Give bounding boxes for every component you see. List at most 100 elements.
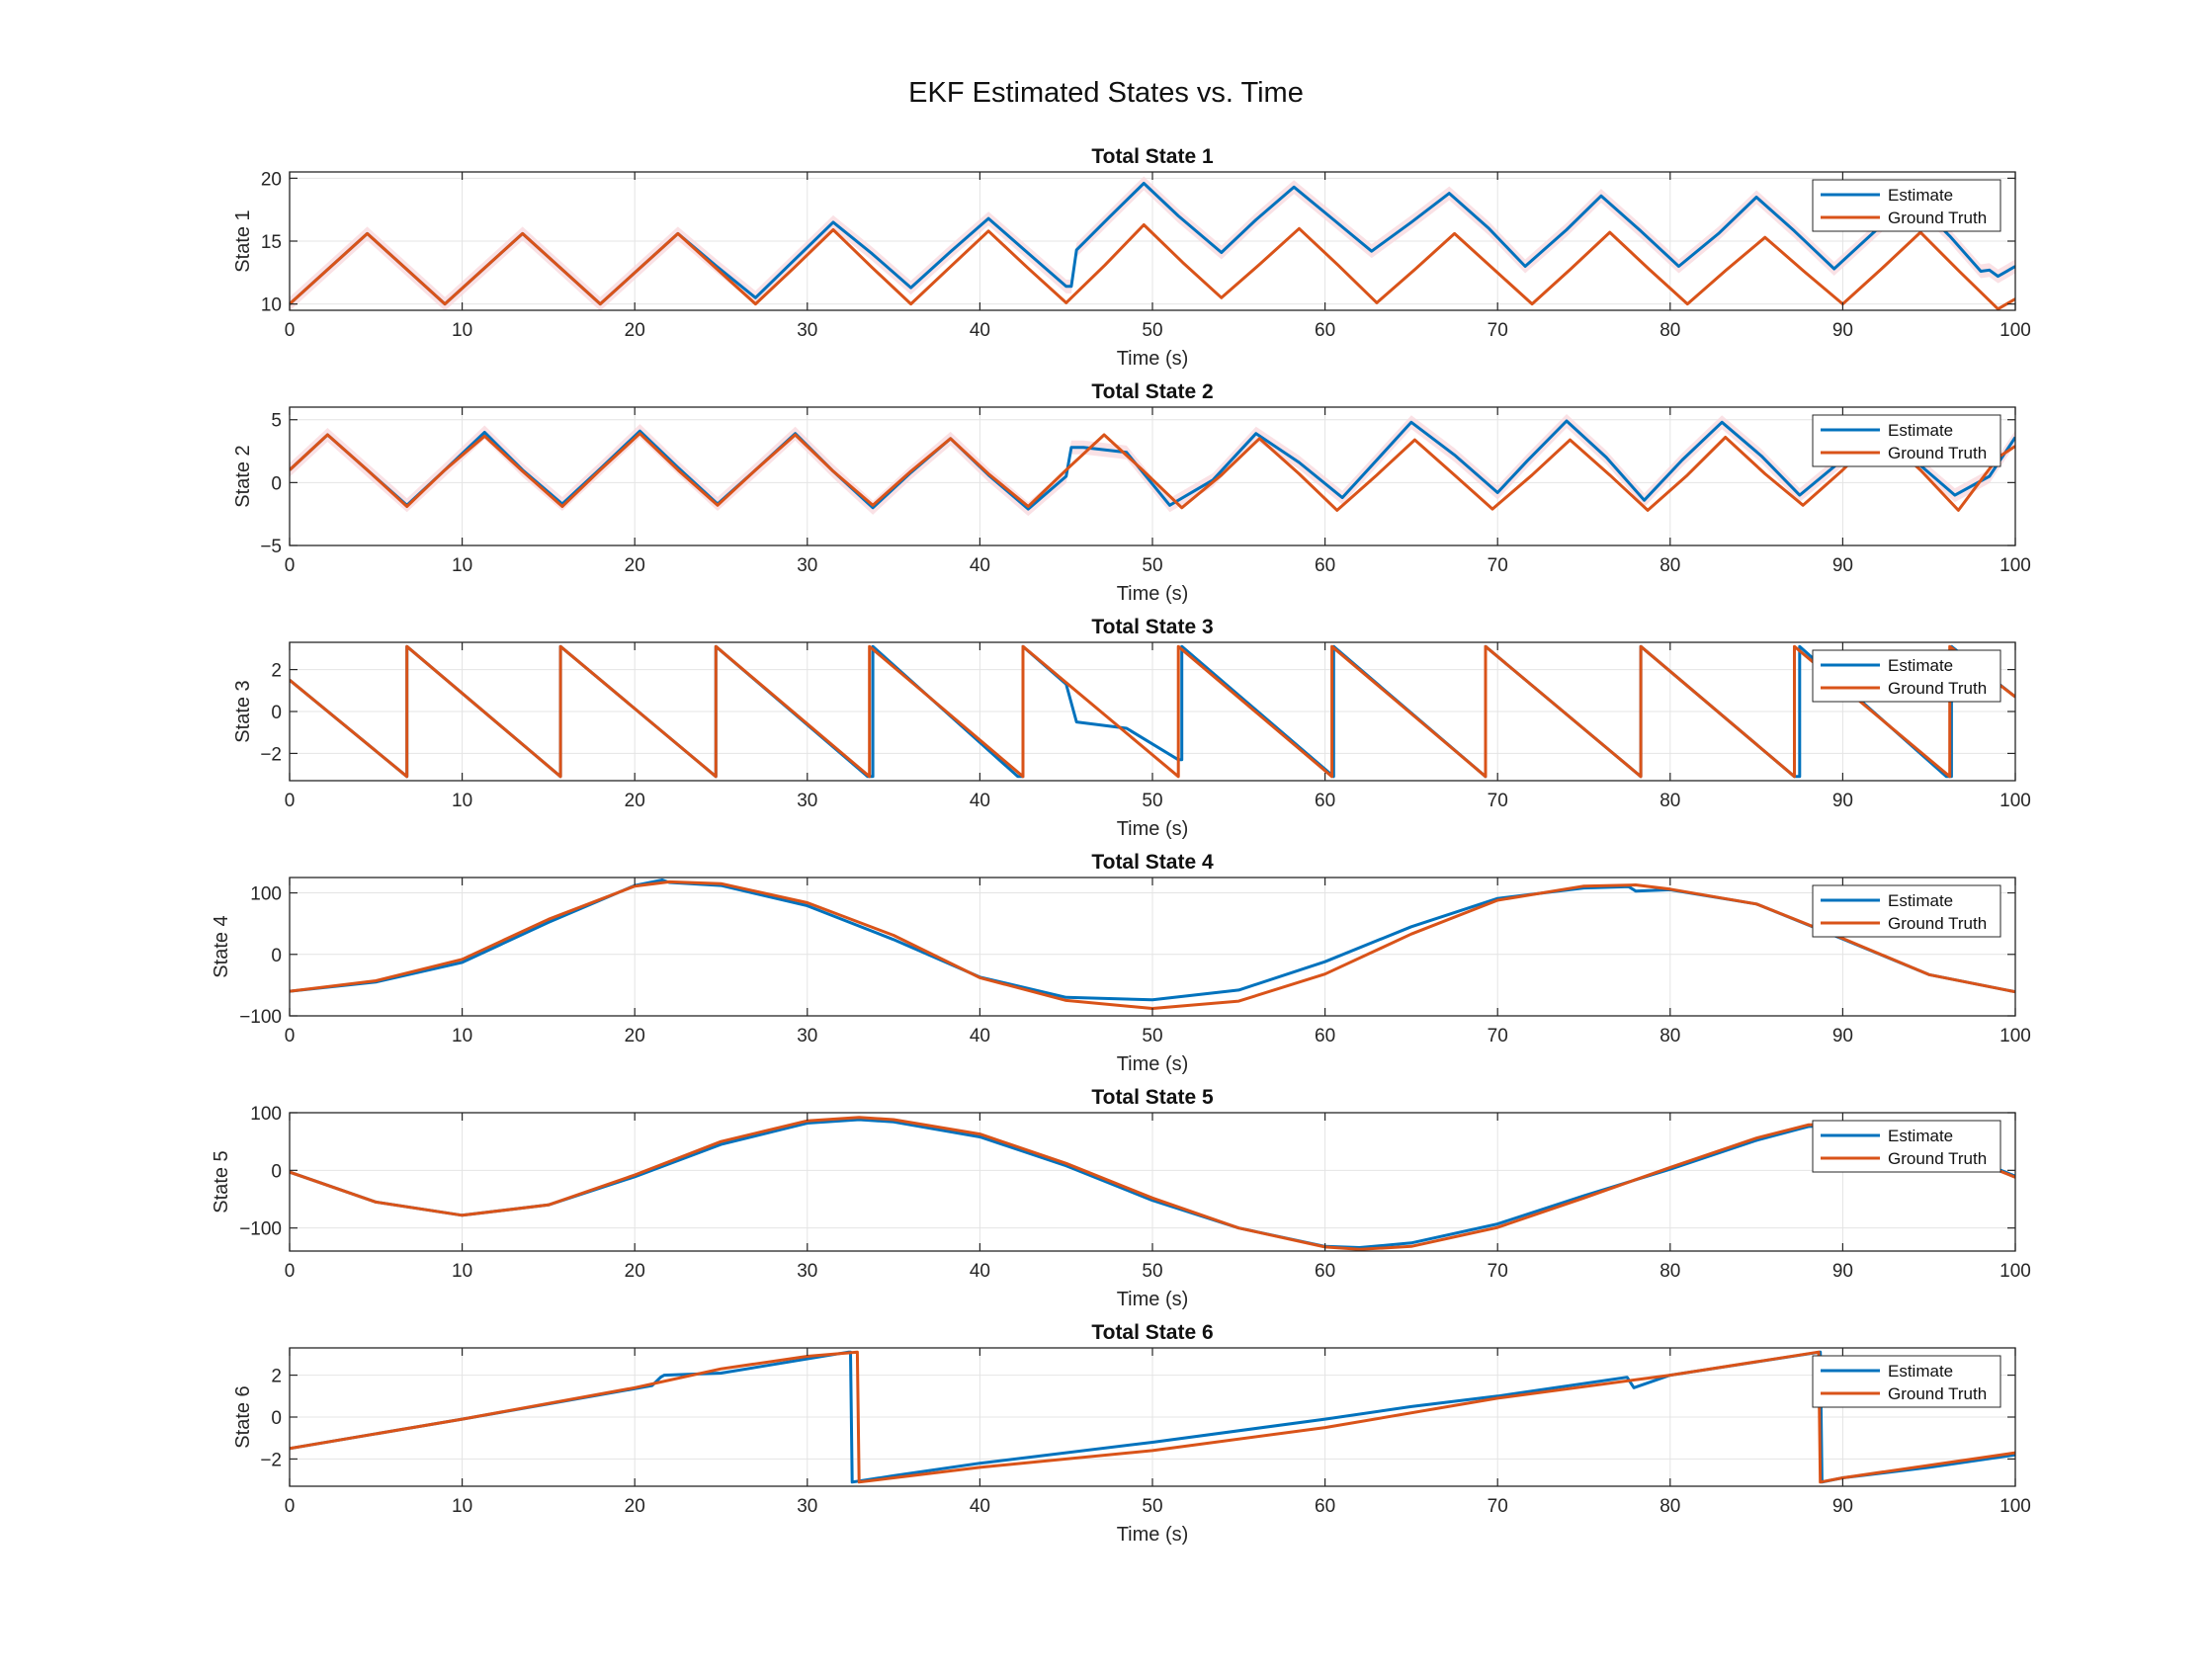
x-tick-label: 80 (1659, 1026, 1680, 1046)
x-tick-label: 40 (970, 1026, 990, 1046)
x-tick-label: 70 (1488, 1496, 1508, 1517)
x-tick-label: 90 (1832, 555, 1853, 576)
x-tick-label: 10 (452, 555, 472, 576)
x-axis-label: Time (s) (1117, 583, 1189, 605)
x-tick-label: 90 (1832, 1496, 1853, 1517)
x-tick-label: 60 (1315, 1496, 1335, 1517)
x-tick-label: 90 (1832, 320, 1853, 341)
legend-box (1812, 414, 2001, 467)
x-tick-label: 80 (1659, 555, 1680, 576)
x-axis-label: Time (s) (1117, 1524, 1189, 1546)
x-tick-label: 0 (285, 1496, 296, 1517)
x-tick-label: 70 (1488, 791, 1508, 811)
x-tick-label: 70 (1488, 320, 1508, 341)
x-tick-label: 20 (625, 1026, 645, 1046)
subplot-3: 0 10 20 30 40 50 60 70 80 90 100 −2 0 2 Total State 3 T… (232, 616, 2031, 840)
x-axis-label: Time (s) (1117, 1053, 1189, 1075)
x-tick-label: 60 (1315, 555, 1335, 576)
ground-truth-line (290, 432, 2015, 512)
estimate-confidence-band (290, 176, 2015, 310)
x-tick-label: 30 (797, 555, 817, 576)
ground-truth-line (290, 1350, 2015, 1484)
legend-entry: Estimate (1888, 1362, 1953, 1381)
subplot-6: 0 10 20 30 40 50 60 70 80 90 100 −2 0 2 Total State 6 T… (232, 1321, 2031, 1546)
x-tick-label: 50 (1142, 1261, 1162, 1282)
x-tick-label: 30 (797, 1496, 817, 1517)
x-tick-label: 50 (1142, 1496, 1162, 1517)
legend: Estimate Ground Truth (1812, 1355, 2001, 1408)
x-tick-label: 30 (797, 320, 817, 341)
legend-entry: Ground Truth (1888, 1149, 1987, 1168)
x-tick-label: 20 (625, 1261, 645, 1282)
x-axis-label: Time (s) (1117, 348, 1189, 370)
ground-truth-line (290, 644, 2015, 779)
x-tick-label: 100 (1999, 1261, 2031, 1282)
x-tick-label: 20 (625, 320, 645, 341)
legend-entry: Estimate (1888, 656, 1953, 675)
x-tick-label: 100 (1999, 1496, 2031, 1517)
y-tick-label: −2 (260, 1450, 282, 1470)
x-axis-label: Time (s) (1117, 1289, 1189, 1310)
figure-title: EKF Estimated States vs. Time (908, 77, 1304, 109)
legend: Estimate Ground Truth (1812, 649, 2001, 703)
subplot-title-4: Total State 4 (1091, 851, 1214, 874)
x-tick-label: 40 (970, 320, 990, 341)
legend-box (1812, 1120, 2001, 1173)
ground-truth-line (290, 1116, 2015, 1251)
x-tick-label: 40 (970, 1261, 990, 1282)
x-tick-label: 90 (1832, 791, 1853, 811)
series-group-1 (290, 176, 2015, 310)
x-tick-label: 50 (1142, 1026, 1162, 1046)
legend: Estimate Ground Truth (1812, 414, 2001, 467)
y-tick-label: 0 (271, 1161, 282, 1182)
legend-box (1812, 1355, 2001, 1408)
legend: Estimate Ground Truth (1812, 1120, 2001, 1173)
x-tick-label: 70 (1488, 1026, 1508, 1046)
x-tick-label: 100 (1999, 320, 2031, 341)
x-tick-label: 20 (625, 555, 645, 576)
x-tick-label: 50 (1142, 320, 1162, 341)
y-axis-label: State 5 (211, 1150, 232, 1213)
x-tick-label: 10 (452, 1496, 472, 1517)
x-tick-label: 40 (970, 791, 990, 811)
x-tick-label: 40 (970, 1496, 990, 1517)
x-tick-label: 80 (1659, 1261, 1680, 1282)
x-tick-label: 60 (1315, 1026, 1335, 1046)
x-tick-label: 80 (1659, 791, 1680, 811)
y-tick-label: −100 (239, 1007, 282, 1028)
y-tick-label: −100 (239, 1219, 282, 1240)
x-tick-label: 30 (797, 1026, 817, 1046)
x-tick-label: 10 (452, 1026, 472, 1046)
subplot-title-5: Total State 5 (1091, 1086, 1214, 1109)
legend-entry: Estimate (1888, 891, 1953, 910)
legend-entry: Ground Truth (1888, 679, 1987, 698)
x-tick-label: 60 (1315, 320, 1335, 341)
series-group-5 (290, 1116, 2015, 1251)
x-tick-label: 50 (1142, 791, 1162, 811)
legend: Estimate Ground Truth (1812, 179, 2001, 232)
legend-entry: Estimate (1888, 421, 1953, 440)
subplot-title-3: Total State 3 (1091, 616, 1213, 638)
x-tick-label: 80 (1659, 1496, 1680, 1517)
y-tick-label: 100 (250, 1104, 282, 1125)
subplot-title-2: Total State 2 (1091, 380, 1213, 403)
y-axis-label: State 6 (232, 1385, 254, 1448)
y-tick-label: 2 (271, 1367, 282, 1387)
x-axis-label: Time (s) (1117, 818, 1189, 840)
y-tick-label: 100 (250, 884, 282, 905)
x-tick-label: 60 (1315, 1261, 1335, 1282)
x-tick-label: 80 (1659, 320, 1680, 341)
x-tick-label: 10 (452, 1261, 472, 1282)
x-tick-label: 0 (285, 791, 296, 811)
x-tick-label: 0 (285, 320, 296, 341)
subplot-title-6: Total State 6 (1091, 1321, 1213, 1344)
x-tick-label: 100 (1999, 555, 2031, 576)
x-tick-label: 60 (1315, 791, 1335, 811)
x-tick-label: 20 (625, 791, 645, 811)
x-tick-label: 30 (797, 791, 817, 811)
x-tick-label: 30 (797, 1261, 817, 1282)
series-group-2 (290, 414, 2015, 517)
